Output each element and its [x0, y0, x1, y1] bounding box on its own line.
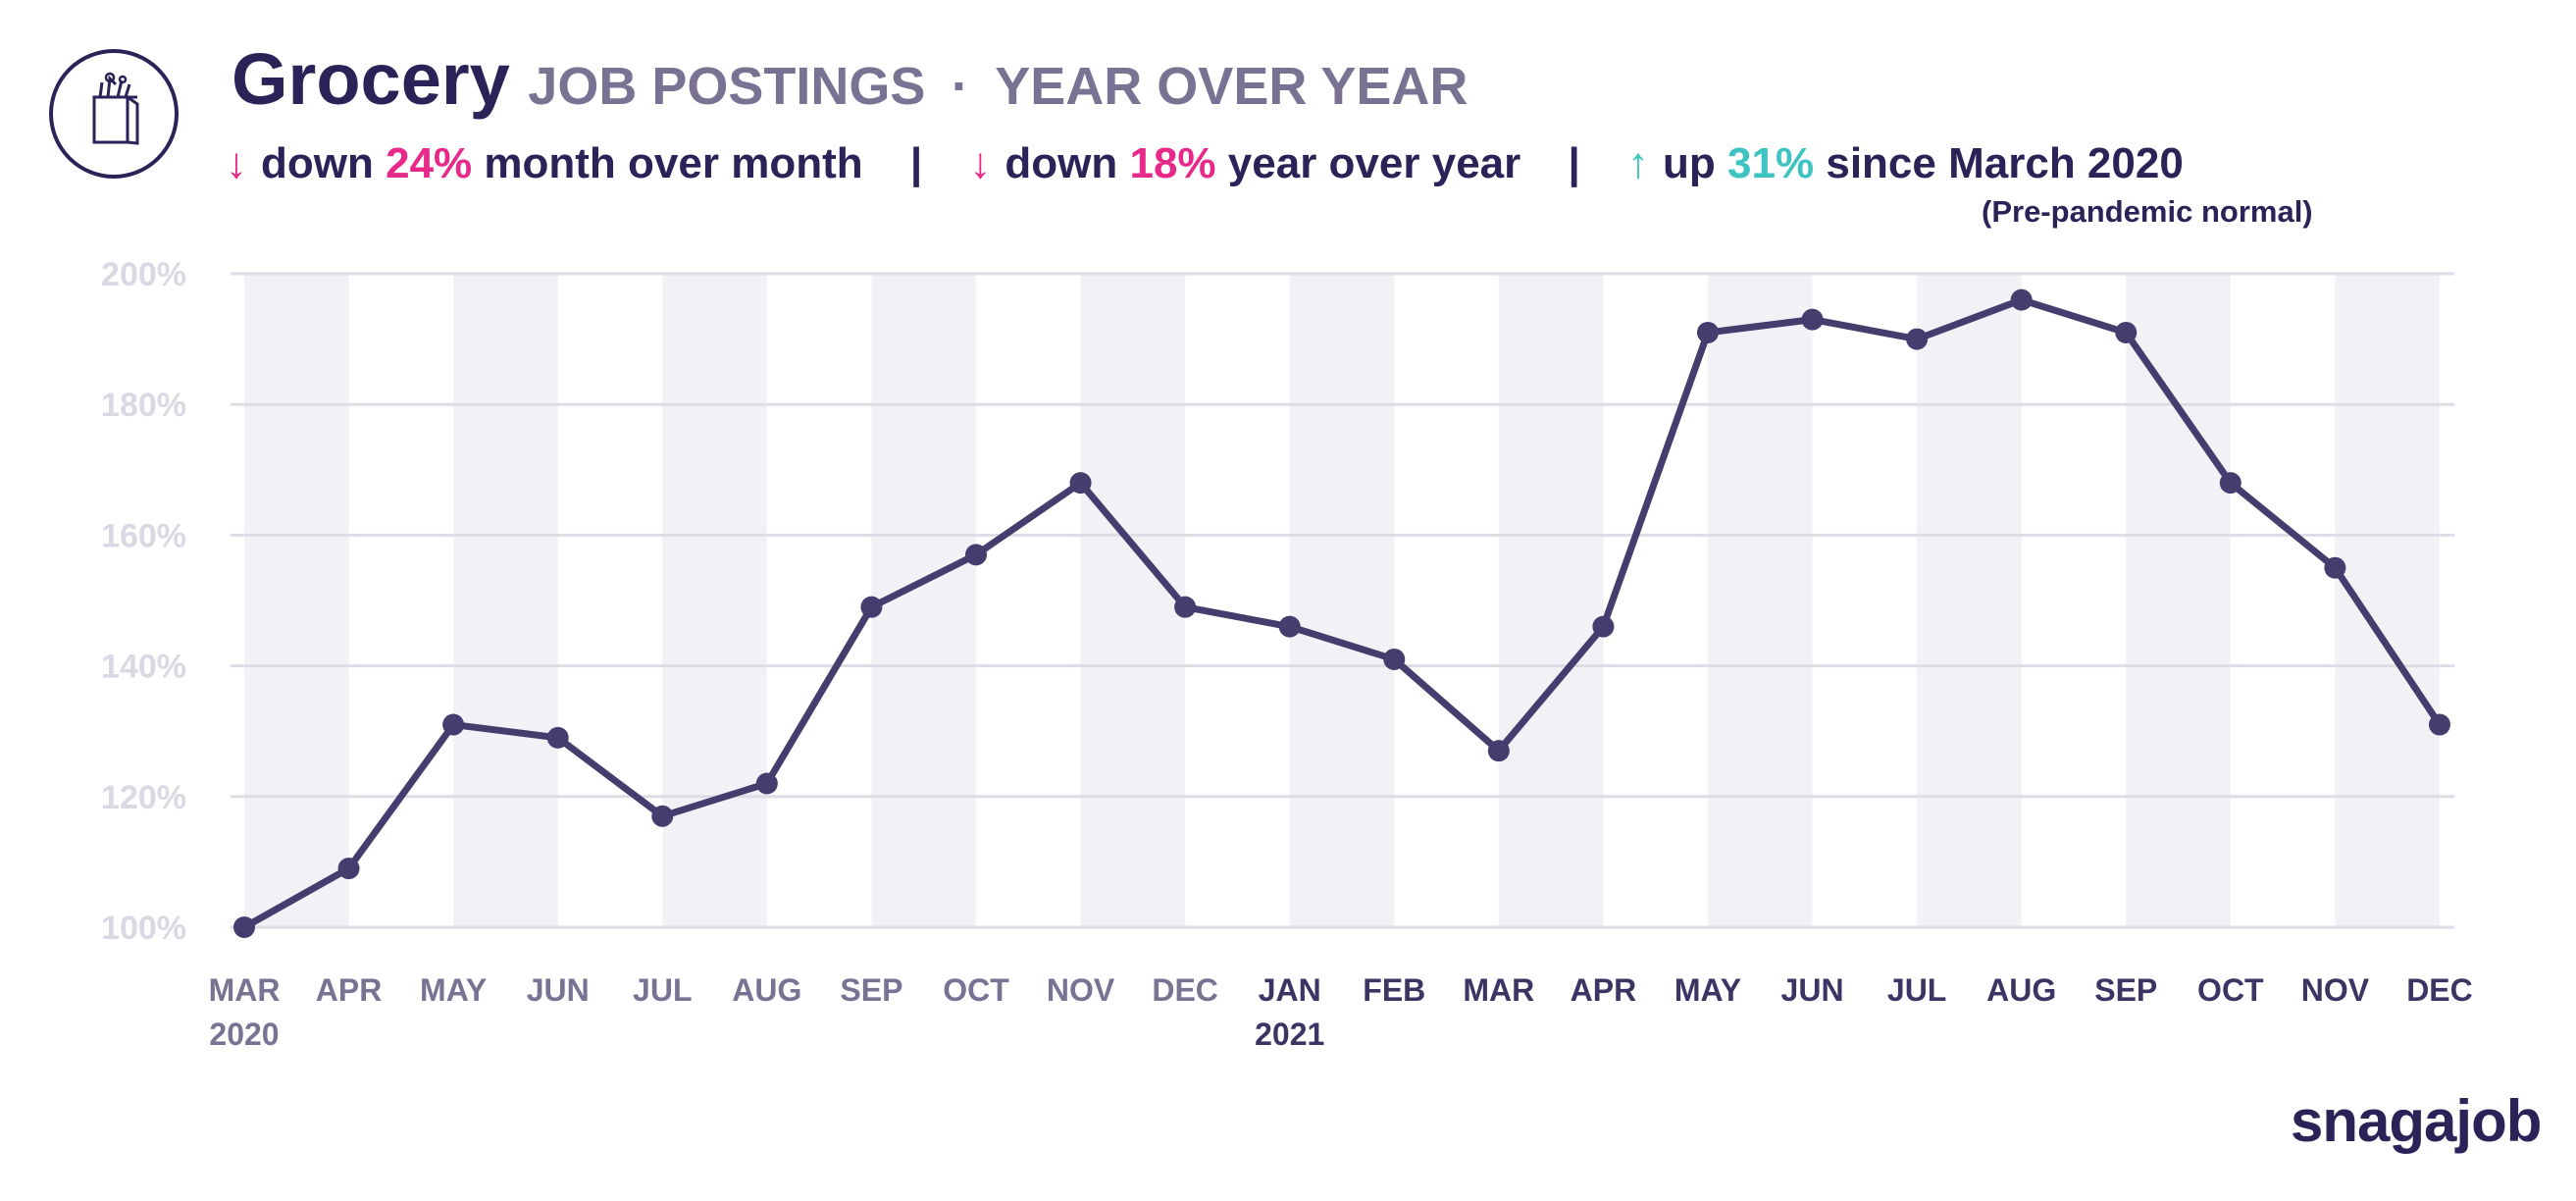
chart-band: [1498, 274, 1604, 927]
data-point: [1174, 596, 1197, 618]
stat-prefix: down: [1005, 139, 1118, 187]
y-tick-label: 200%: [101, 256, 186, 293]
data-point: [2115, 321, 2138, 343]
stat-year-over-year: ↓ down 18% year over year: [969, 139, 1520, 188]
x-tick-label: AUG: [1986, 972, 2056, 1008]
stat-month-over-month: ↓ down 24% month over month: [226, 139, 863, 188]
title-category: Grocery: [232, 38, 510, 120]
x-tick-label: DEC: [2406, 972, 2473, 1008]
x-year-label: 2021: [1255, 1017, 1324, 1052]
stat-divider: |: [909, 139, 923, 187]
data-point: [860, 596, 883, 618]
stat-suffix: year over year: [1227, 139, 1521, 187]
chart-band: [2126, 274, 2231, 927]
x-tick-label: APR: [316, 972, 383, 1008]
x-tick-label: DEC: [1152, 972, 1218, 1008]
pre-pandemic-note: (Pre-pandemic normal): [1982, 194, 2313, 229]
x-tick-label: MAY: [420, 972, 487, 1008]
x-tick-label: SEP: [840, 972, 902, 1008]
chart-title: Grocery JOB POSTINGS · YEAR OVER YEAR: [232, 37, 1468, 121]
y-tick-label: 180%: [101, 387, 186, 424]
x-tick-label: NOV: [2301, 972, 2370, 1008]
chart-band: [662, 274, 767, 927]
x-tick-label: FEB: [1363, 972, 1425, 1008]
chart-band: [244, 274, 349, 927]
data-point: [1592, 615, 1615, 638]
x-tick-label: AUG: [732, 972, 801, 1008]
chart-band: [1707, 274, 1813, 927]
data-point: [964, 544, 987, 566]
down-arrow-icon: ↓: [969, 139, 992, 187]
y-tick-label: 140%: [101, 649, 186, 686]
down-arrow-icon: ↓: [226, 139, 247, 187]
chart-band: [2335, 274, 2440, 927]
x-tick-label: SEP: [2094, 972, 2157, 1008]
chart-band: [453, 274, 558, 927]
stat-suffix: month over month: [484, 139, 863, 187]
data-point: [2219, 472, 2241, 495]
stats-summary: ↓ down 24% month over month | ↓ down 18% y…: [226, 139, 2184, 188]
series-line: [240, 296, 2444, 931]
data-point: [1696, 321, 1719, 343]
stat-value: 24%: [386, 139, 473, 187]
stat-value: 31%: [1727, 139, 1815, 187]
chart-band: [1289, 274, 1395, 927]
data-point: [1383, 648, 1406, 670]
data-point: [2324, 556, 2346, 579]
data-point: [1069, 472, 1092, 495]
stat-suffix: since March 2020: [1826, 139, 2184, 187]
brand-logo: snagajob: [2291, 1088, 2542, 1154]
data-point: [1801, 308, 1824, 331]
title-subtitle-yoy: YEAR OVER YEAR: [995, 57, 1468, 116]
x-tick-label: NOV: [1047, 972, 1115, 1008]
data-point: [2010, 288, 2033, 311]
data-point: [1906, 328, 1929, 350]
y-tick-label: 100%: [101, 910, 186, 947]
grocery-bag-icon: [92, 72, 139, 145]
data-point: [233, 916, 255, 938]
title-subtitle-job-postings: JOB POSTINGS: [528, 57, 926, 116]
x-tick-label: JUN: [527, 972, 590, 1008]
x-tick-label: JUL: [1887, 972, 1946, 1008]
grocery-bag-logo: [49, 49, 179, 179]
data-point: [546, 726, 569, 749]
x-tick-label: MAR: [1463, 972, 1534, 1008]
data-point: [337, 858, 360, 880]
data-point: [651, 805, 674, 827]
x-tick-label: JAN: [1259, 972, 1321, 1008]
x-tick-label: MAY: [1674, 972, 1741, 1008]
x-tick-label: JUL: [633, 972, 692, 1008]
stat-prefix: up: [1663, 139, 1716, 187]
x-year-label: 2020: [209, 1017, 279, 1052]
stat-prefix: down: [261, 139, 374, 187]
stat-value: 18%: [1129, 139, 1216, 187]
chart-band: [1080, 274, 1186, 927]
y-tick-label: 160%: [101, 517, 186, 554]
data-point: [1487, 740, 1510, 762]
x-tick-label: OCT: [943, 972, 1009, 1008]
title-separator: ·: [951, 57, 969, 116]
data-point: [1278, 615, 1301, 638]
stat-divider: |: [1568, 139, 1580, 187]
data-point: [755, 772, 778, 795]
y-tick-label: 120%: [101, 779, 186, 816]
x-tick-label: JUN: [1781, 972, 1844, 1008]
data-point: [442, 713, 465, 736]
data-point: [2428, 713, 2450, 736]
stat-since-march-2020: ↑ up 31% since March 2020: [1627, 139, 2184, 188]
x-tick-label: MAR: [209, 972, 281, 1008]
x-tick-label: OCT: [2197, 972, 2264, 1008]
up-arrow-icon: ↑: [1627, 139, 1650, 187]
x-tick-label: APR: [1571, 972, 1637, 1008]
chart-band: [1917, 274, 2022, 927]
